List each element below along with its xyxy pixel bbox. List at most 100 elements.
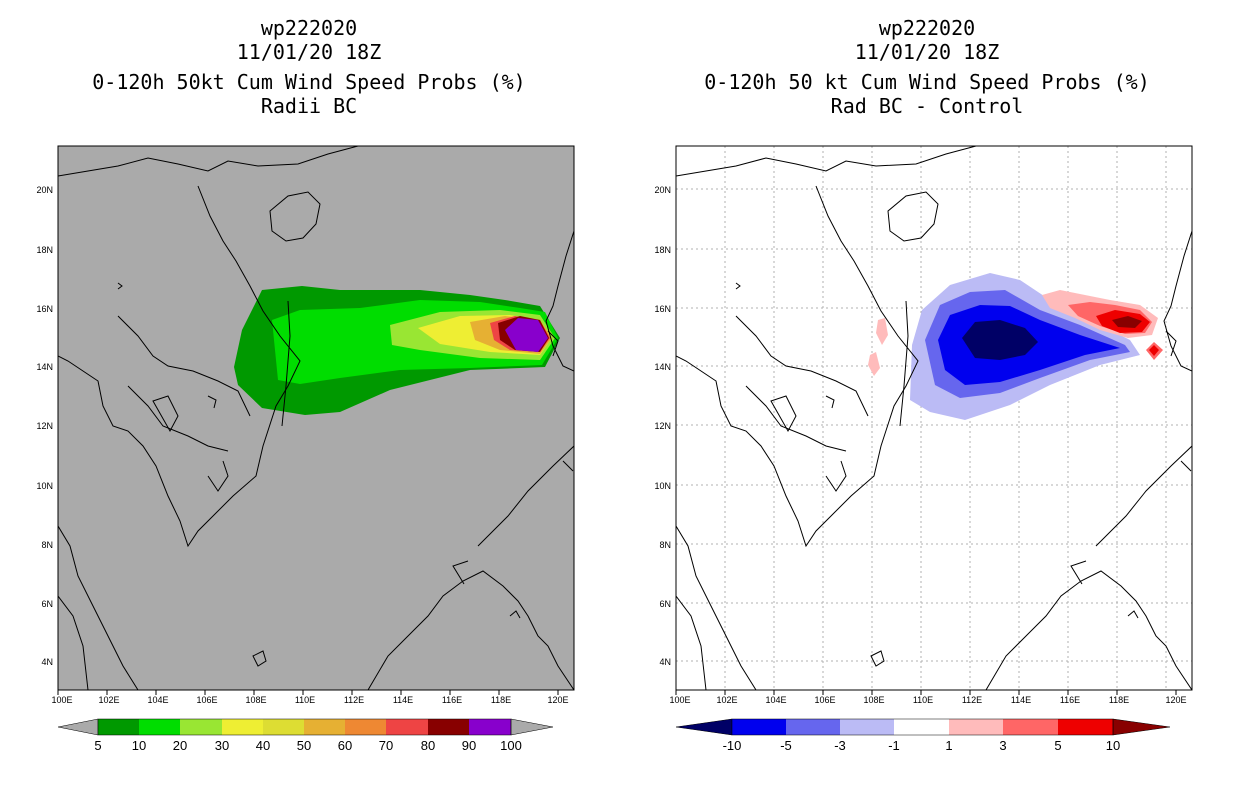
right-colorbar-swatch — [1003, 719, 1058, 735]
left-map-frame — [57, 145, 575, 691]
right-colorbar-swatch — [840, 719, 894, 735]
left-colorbar-label: 30 — [215, 738, 229, 753]
left-map-background — [58, 146, 574, 690]
right-difference-contours — [676, 146, 1192, 690]
left-colorbar-swatch — [98, 719, 139, 735]
left-colorbar-swatch — [304, 719, 345, 735]
left-colorbar-label: 10 — [132, 738, 146, 753]
left-probability-contours — [58, 146, 574, 690]
right-colorbar — [675, 718, 1171, 736]
right-colorbar-label: -10 — [723, 738, 742, 753]
left-colorbar-label: 100 — [500, 738, 522, 753]
left-lat-label: 10N — [36, 481, 53, 491]
diff-region-neg10 — [962, 320, 1038, 360]
prob-region-100 — [505, 318, 548, 352]
left-lon-label: 118E — [491, 695, 511, 705]
right-lon-label: 104E — [765, 695, 786, 705]
right-lon-label: 106E — [814, 695, 835, 705]
datetime-left: 11/01/20 18Z — [236, 40, 382, 64]
right-colorbar-swatch — [1058, 719, 1113, 735]
left-colorbar-swatch — [263, 719, 304, 735]
left-lat-label: 18N — [36, 245, 53, 255]
right-lon-label: 112E — [962, 695, 982, 705]
product-subtitle-left: Radii BC — [260, 94, 358, 118]
left-lat-label: 6N — [41, 599, 53, 609]
right-colorbar-swatch — [786, 719, 840, 735]
left-colorbar-label: 70 — [379, 738, 393, 753]
left-lon-label: 112E — [344, 695, 364, 705]
left-colorbar-swatch — [428, 719, 469, 735]
right-colorbar-label: -3 — [834, 738, 846, 753]
right-lon-label: 100E — [669, 695, 690, 705]
right-lat-label: 14N — [654, 362, 671, 372]
diff-region-pos1-small — [868, 352, 880, 376]
left-lon-label: 100E — [51, 695, 72, 705]
left-colorbar-label: 60 — [338, 738, 352, 753]
storm-id-right: wp222020 — [878, 16, 976, 40]
right-lon-label: 108E — [863, 695, 884, 705]
right-lat-label: 20N — [654, 185, 671, 195]
right-colorbar-swatch — [949, 719, 1003, 735]
left-lat-label: 20N — [36, 185, 53, 195]
left-colorbar-label: 90 — [462, 738, 476, 753]
storm-id-left: wp222020 — [260, 16, 358, 40]
right-map-frame — [675, 145, 1193, 691]
product-title-right: 0-120h 50 kt Cum Wind Speed Probs (%) — [704, 70, 1150, 94]
right-lon-label: 118E — [1109, 695, 1129, 705]
right-colorbar-under-arrow — [675, 718, 733, 736]
right-lat-label: 18N — [654, 245, 671, 255]
right-lat-label: 12N — [654, 421, 671, 431]
left-colorbar-swatch — [139, 719, 180, 735]
right-colorbar-label: 1 — [945, 738, 952, 753]
right-lon-label: 110E — [913, 695, 933, 705]
right-colorbar-over-arrow — [1112, 718, 1171, 736]
left-lon-label: 104E — [147, 695, 168, 705]
left-lon-label: 120E — [547, 695, 568, 705]
diff-region-pos10-small — [1149, 345, 1159, 356]
left-lat-label: 12N — [36, 421, 53, 431]
product-subtitle-right: Rad BC - Control — [830, 94, 1024, 118]
left-lat-label: 16N — [36, 304, 53, 314]
right-colorbar-label: -1 — [888, 738, 900, 753]
left-lon-label: 114E — [393, 695, 413, 705]
left-colorbar-over-arrow — [510, 718, 554, 736]
left-colorbar-swatch — [345, 719, 386, 735]
right-colorbar-swatch — [894, 719, 949, 735]
right-colorbar-swatch — [732, 719, 786, 735]
left-colorbar-swatch — [469, 719, 511, 735]
right-lon-label: 102E — [716, 695, 737, 705]
right-axis-ticks — [675, 690, 1177, 695]
right-lat-label: 8N — [659, 540, 671, 550]
left-colorbar-label: 20 — [173, 738, 187, 753]
left-colorbar-swatch — [222, 719, 263, 735]
right-gridlines — [676, 146, 1192, 690]
right-colorbar-label: 3 — [999, 738, 1006, 753]
left-lon-label: 116E — [442, 695, 462, 705]
diff-region-pos10 — [1112, 316, 1142, 328]
left-colorbar — [57, 718, 554, 736]
left-colorbar-label: 80 — [421, 738, 435, 753]
left-axis-ticks — [57, 690, 559, 695]
right-map-panel: 100E 102E 104E 106E 108E 110E 112E 114E … — [654, 145, 1193, 753]
right-lat-label: 6N — [659, 599, 671, 609]
right-lon-label: 120E — [1165, 695, 1186, 705]
left-colorbar-label: 5 — [94, 738, 101, 753]
right-lon-label: 116E — [1060, 695, 1080, 705]
right-lon-label: 114E — [1011, 695, 1031, 705]
left-colorbar-swatch — [386, 719, 428, 735]
left-lon-label: 108E — [245, 695, 266, 705]
right-colorbar-label: -5 — [780, 738, 792, 753]
left-lon-label: 110E — [295, 695, 315, 705]
left-colorbar-label: 50 — [297, 738, 311, 753]
left-lat-label: 8N — [41, 540, 53, 550]
right-lat-label: 10N — [654, 481, 671, 491]
left-lat-label: 14N — [36, 362, 53, 372]
left-lat-label: 4N — [41, 657, 53, 667]
right-colorbar-label: 5 — [1054, 738, 1061, 753]
left-lon-label: 102E — [98, 695, 119, 705]
left-lon-label: 106E — [196, 695, 217, 705]
right-map-background — [676, 146, 1192, 690]
right-colorbar-label: 10 — [1106, 738, 1120, 753]
datetime-right: 11/01/20 18Z — [854, 40, 1000, 64]
product-title-left: 0-120h 50kt Cum Wind Speed Probs (%) — [92, 70, 526, 94]
